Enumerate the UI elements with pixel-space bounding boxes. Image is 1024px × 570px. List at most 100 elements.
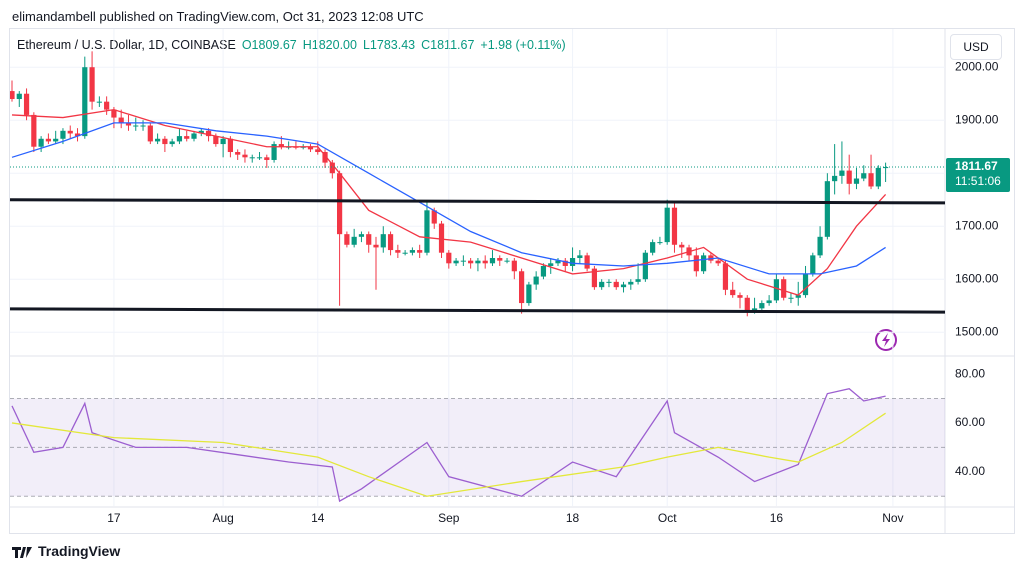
candle-body xyxy=(613,281,619,288)
candle-body xyxy=(846,170,852,184)
logo-mark xyxy=(12,547,32,558)
x-tick-label: Nov xyxy=(882,511,903,525)
candle-body xyxy=(256,157,263,159)
candle-body xyxy=(155,138,161,142)
candle-body xyxy=(650,242,656,253)
candle-body xyxy=(38,138,44,147)
candle-body xyxy=(868,173,874,187)
frame xyxy=(9,28,1015,534)
candle-body xyxy=(817,236,823,256)
legend: Ethereum / U.S. Dollar, 1D, COINBASE O18… xyxy=(17,38,566,52)
candle-body xyxy=(351,236,357,245)
currency-button[interactable]: USD xyxy=(950,34,1002,60)
x-tick-label: 16 xyxy=(770,511,784,525)
candle-body xyxy=(788,297,794,299)
alert-icon[interactable] xyxy=(875,329,897,351)
candle-body xyxy=(628,281,634,285)
candle-body xyxy=(519,271,525,304)
y-tick-label: 1700.00 xyxy=(955,218,999,232)
candle-body xyxy=(781,279,787,298)
candle-body xyxy=(60,130,66,139)
candle-body xyxy=(264,157,270,160)
candle-body xyxy=(278,144,284,147)
candle-body xyxy=(162,138,168,145)
candle-body xyxy=(482,260,488,264)
x-tick-label: 14 xyxy=(311,511,325,525)
candle-body xyxy=(606,281,612,283)
candle-body xyxy=(409,250,415,253)
last-price-box xyxy=(946,158,1010,193)
candle-body xyxy=(497,258,503,261)
candle-body xyxy=(489,258,496,264)
rsi-pane xyxy=(10,357,945,506)
candle-body xyxy=(730,289,736,296)
candle-body xyxy=(883,167,889,169)
candle-body xyxy=(832,175,838,182)
candle-body xyxy=(417,250,423,253)
candle-body xyxy=(424,210,430,253)
y-tick-label: 1900.00 xyxy=(955,112,999,126)
candle-body xyxy=(446,252,452,264)
candle-body xyxy=(249,157,255,159)
candle-body xyxy=(373,244,379,248)
candle-body xyxy=(242,154,248,158)
candle-body xyxy=(722,263,729,290)
candle-body xyxy=(657,242,663,244)
candle-body xyxy=(533,276,539,285)
candle-body xyxy=(701,255,707,272)
candle-body xyxy=(475,260,481,264)
candle-body xyxy=(715,260,721,264)
candle-body xyxy=(16,93,22,100)
candle-body xyxy=(635,279,641,282)
indicator-line xyxy=(11,412,886,497)
candle-body xyxy=(664,207,670,243)
ohlc-high: H1820.00 xyxy=(302,38,357,52)
candle-body xyxy=(125,122,132,126)
candle-body xyxy=(191,133,197,139)
candle-body xyxy=(23,93,30,115)
candle-body xyxy=(133,125,139,127)
ohlc-low: L1783.43 xyxy=(362,38,416,52)
candle-body xyxy=(438,223,445,253)
candle-body xyxy=(31,114,37,147)
x-tick-label: Oct xyxy=(658,511,677,525)
candle-body xyxy=(227,138,233,153)
candle-body xyxy=(810,255,816,274)
candle-body xyxy=(504,260,510,262)
candle-body xyxy=(220,138,226,145)
y-tick-label: 40.00 xyxy=(955,464,985,478)
y-tick-label: 2000.00 xyxy=(955,59,999,73)
candle-body xyxy=(337,173,343,235)
candle-body xyxy=(395,250,401,253)
candle-body xyxy=(169,141,175,145)
candle-body xyxy=(679,244,685,248)
candle-body xyxy=(540,265,547,277)
candle-body xyxy=(176,136,183,142)
candle-body xyxy=(358,234,365,237)
candle-body xyxy=(111,109,117,118)
logo-text: TradingView xyxy=(38,543,121,559)
candle-body xyxy=(824,181,830,237)
candle-body xyxy=(344,234,350,245)
trendline xyxy=(10,198,945,205)
candle-body xyxy=(380,234,386,248)
candle-body xyxy=(468,260,474,264)
candle-body xyxy=(118,117,124,123)
candle-body xyxy=(366,234,372,245)
ohlc-change: +1.98 (+0.11%) xyxy=(480,38,566,52)
candle-body xyxy=(737,295,743,298)
y-tick-label: 1600.00 xyxy=(955,271,999,285)
candle-body xyxy=(307,146,314,150)
candle-body xyxy=(45,138,51,142)
candle-body xyxy=(555,260,561,264)
candle-body xyxy=(620,284,627,288)
candle-body xyxy=(875,167,881,187)
y-tick-label: 1500.00 xyxy=(955,324,999,338)
candle-body xyxy=(599,281,605,288)
candle-body xyxy=(198,130,204,134)
candle-body xyxy=(315,149,321,153)
candle-body xyxy=(453,260,459,264)
candle-body xyxy=(53,138,59,142)
candle-body xyxy=(766,300,772,304)
